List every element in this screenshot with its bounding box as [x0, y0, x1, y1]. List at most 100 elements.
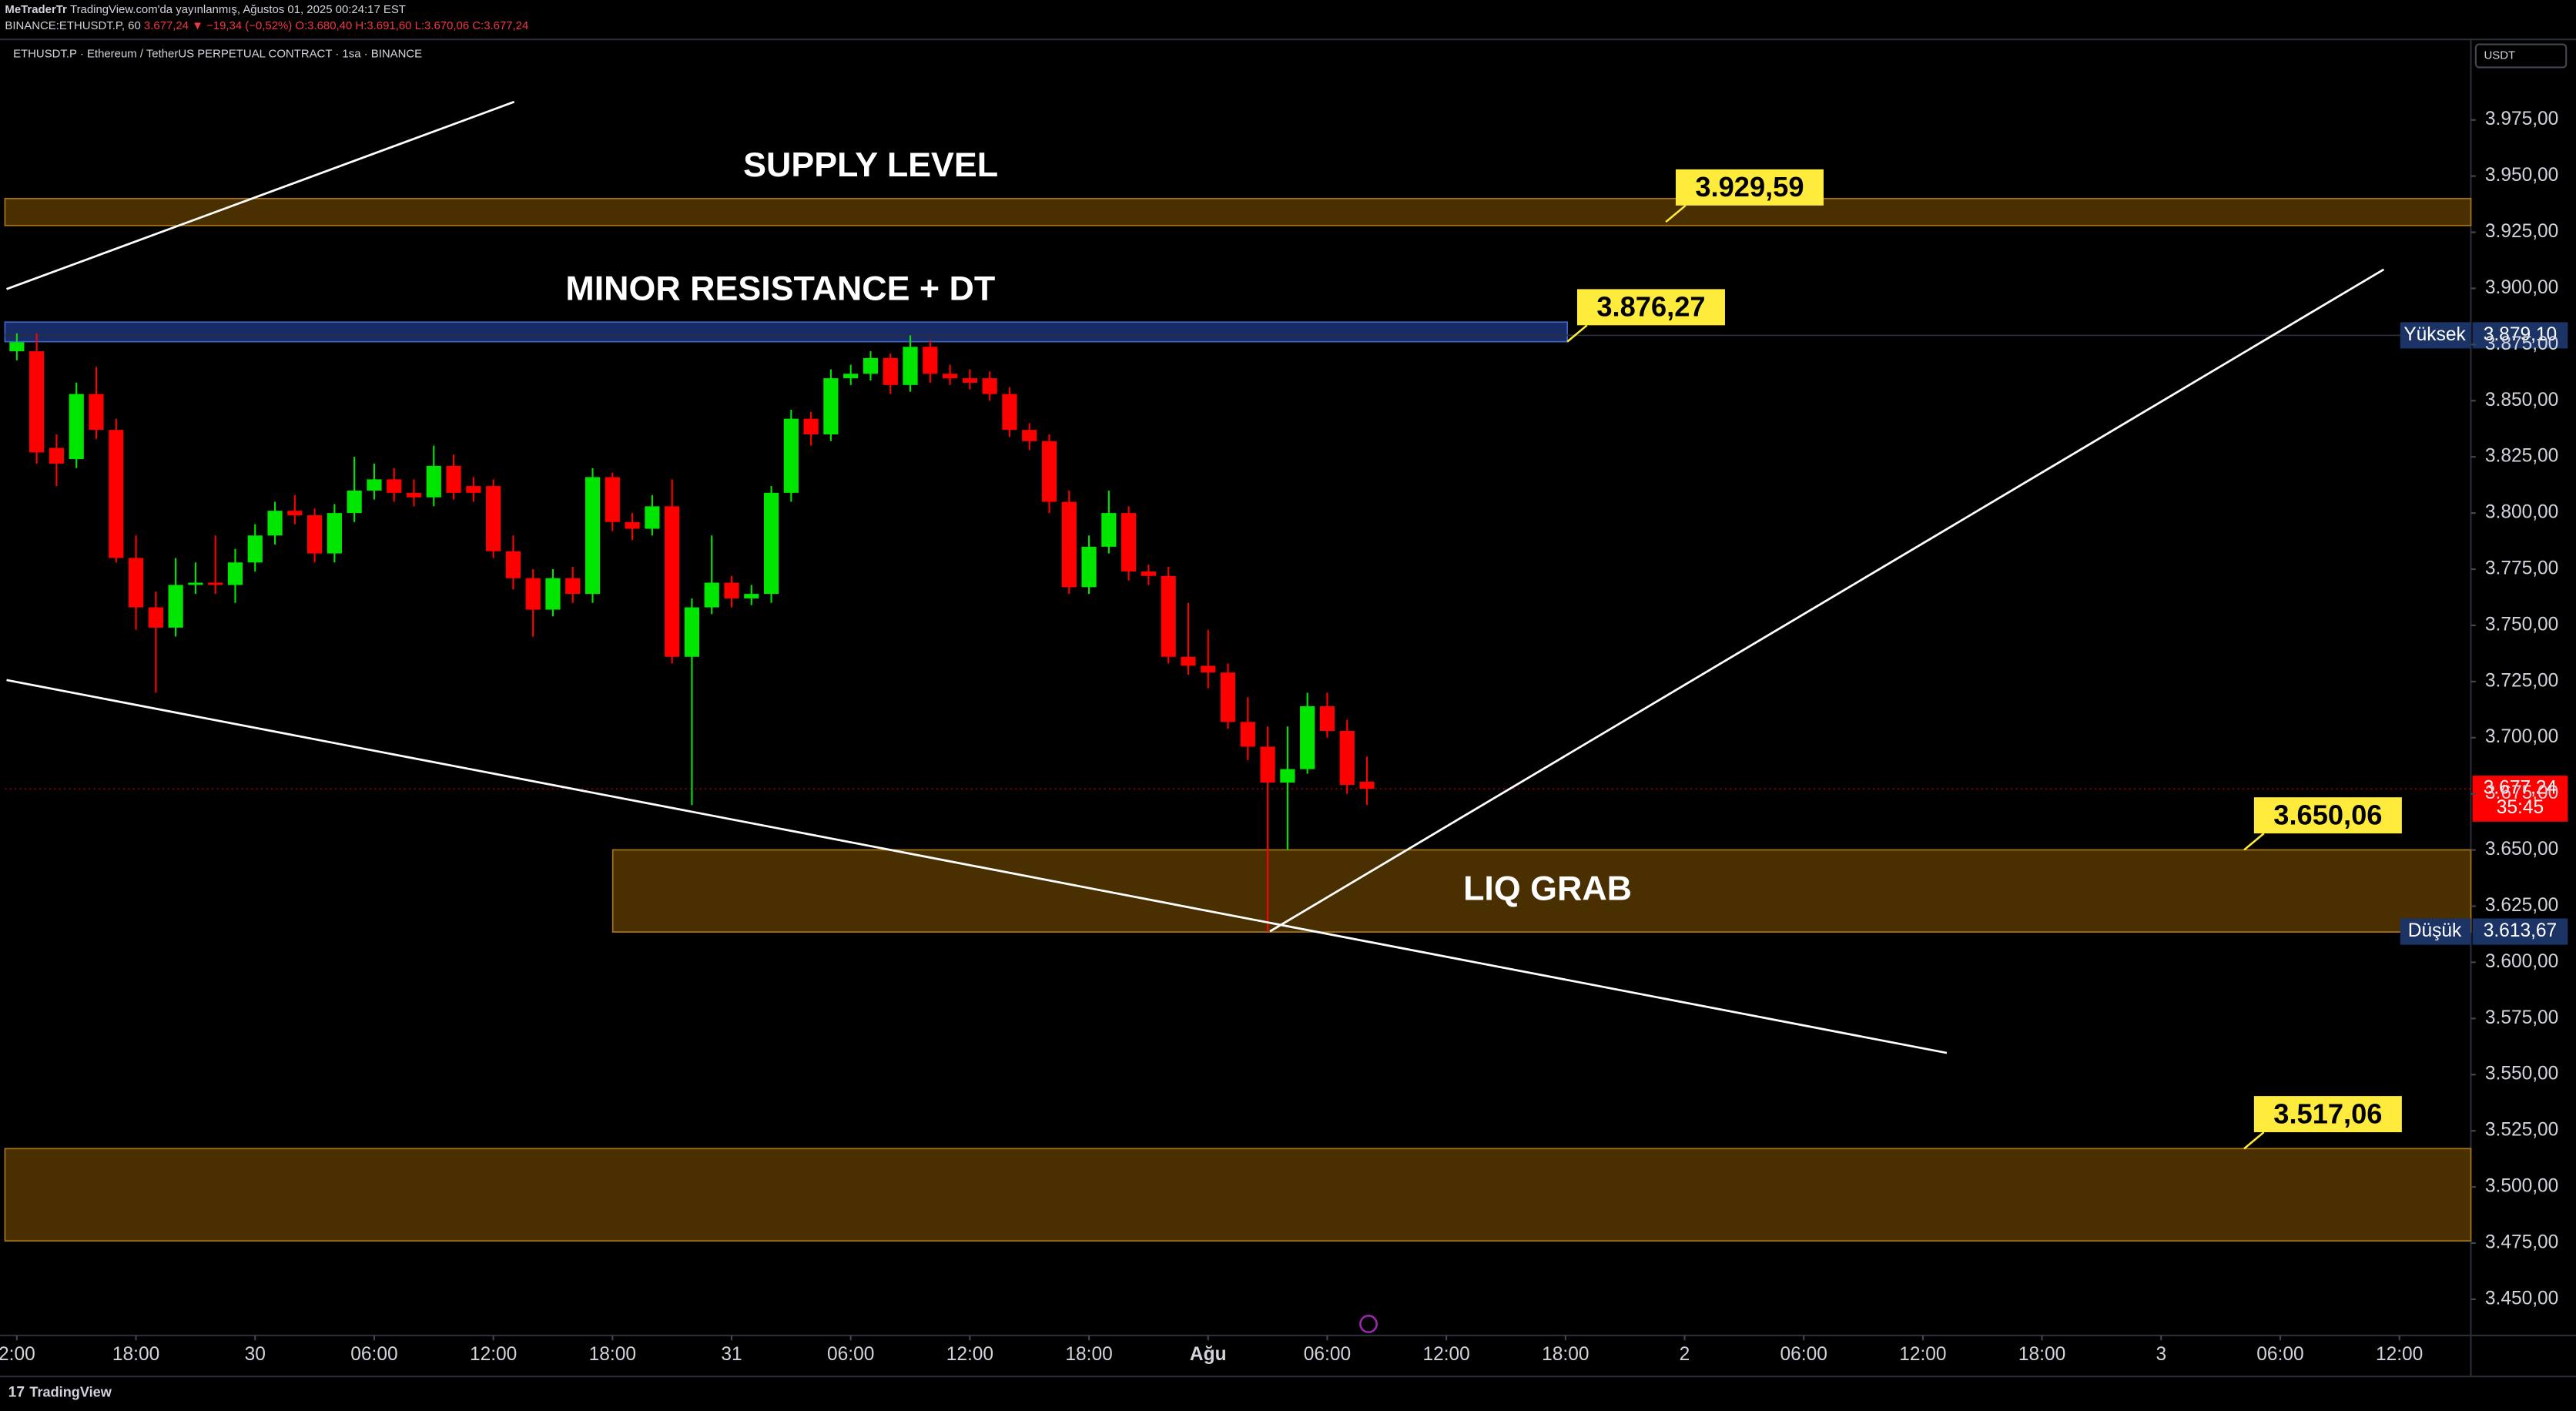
x-tick-label: Ağu — [1190, 1344, 1227, 1365]
candle-body — [347, 490, 362, 514]
x-tick-label: 12:00 — [2376, 1344, 2423, 1365]
candle-body — [763, 492, 779, 595]
zone-label: MINOR RESISTANCE + DT — [565, 270, 995, 308]
y-tick-label: 3.750,00 — [2485, 614, 2558, 635]
y-tick-label: 3.875,00 — [2485, 333, 2558, 354]
trend-lines — [6, 100, 2385, 1054]
candle-body — [49, 447, 65, 464]
candle-body — [1101, 513, 1117, 547]
candle-body — [188, 582, 203, 585]
x-tick-label: 06:00 — [1780, 1344, 1827, 1365]
candle-body — [605, 477, 620, 522]
candle-body — [585, 477, 601, 595]
event-icon[interactable] — [1359, 1315, 1378, 1333]
candle-body — [744, 594, 759, 598]
x-tick-label: 3 — [2156, 1344, 2166, 1365]
candle-body — [803, 418, 819, 435]
candle-body — [863, 357, 879, 374]
y-tick-label: 3.575,00 — [2485, 1007, 2558, 1028]
x-tick-label: 12:00 — [1899, 1344, 1946, 1365]
candle-body — [645, 506, 660, 529]
candle-body — [367, 479, 382, 491]
candle-body — [267, 511, 283, 536]
zone — [4, 1148, 2472, 1242]
candle-body — [446, 465, 461, 493]
candle-body — [1201, 665, 1216, 673]
candle-body — [1041, 441, 1057, 502]
candle-body — [1280, 769, 1295, 783]
x-tick-label: 12:00 — [470, 1344, 517, 1365]
zones: SUPPLY LEVEL MINOR RESISTANCE + DT LIQ GRA… — [4, 146, 2472, 1242]
change: 3.677,24 ▼ −19,34 (−0,52%) — [144, 19, 292, 32]
candle-body — [684, 607, 700, 657]
candle-body — [1220, 672, 1236, 722]
published: TradingView.com'da yayınlanmış, Ağustos … — [70, 3, 406, 16]
price-tag-name: Yüksek — [2403, 324, 2466, 345]
callout-box — [2253, 1096, 2402, 1133]
candle-body — [227, 562, 243, 585]
candle-body — [883, 357, 898, 385]
x-tick-label: 06:00 — [827, 1344, 874, 1365]
currency-box[interactable] — [2474, 43, 2568, 69]
zone — [4, 321, 1569, 343]
candle-body — [982, 378, 997, 394]
callout-label: 3.650,06 — [2273, 799, 2382, 830]
candle-body — [1240, 722, 1255, 747]
callout-pointer — [2243, 833, 2265, 851]
x-tick-label: 18:00 — [2018, 1344, 2065, 1365]
currency: USDT — [2484, 49, 2516, 62]
candle-body — [724, 582, 739, 598]
header-line: MeTraderTr TradingView.com'da yayınlanmı… — [5, 3, 406, 16]
y-tick-label: 3.650,00 — [2485, 839, 2558, 860]
candle-body — [287, 511, 303, 516]
callout-pointer — [1566, 324, 1588, 343]
trend-line[interactable] — [6, 679, 1948, 1054]
candle-body — [486, 486, 501, 551]
footer-logo: 17 — [8, 1385, 25, 1401]
x-tick-label: 18:00 — [1065, 1344, 1112, 1365]
callout-pointer — [2243, 1131, 2265, 1150]
header-line: BINANCE:ETHUSDT.P, 60 3.677,24 ▼ −19,34 … — [5, 19, 528, 32]
candle-body — [406, 492, 422, 498]
candle-body — [1319, 706, 1335, 732]
trend-line[interactable] — [1269, 268, 2385, 933]
candle-body — [903, 347, 918, 385]
callout-label: 3.517,06 — [2273, 1098, 2382, 1129]
zone — [611, 849, 2472, 933]
candle-body — [1022, 430, 1037, 441]
candle-body — [1181, 656, 1196, 666]
price-tag-name-box — [2400, 322, 2471, 349]
y-tick-label: 3.625,00 — [2485, 895, 2558, 916]
callout-box — [2253, 797, 2402, 834]
trend-line[interactable] — [6, 100, 515, 290]
price-tag — [2472, 322, 2568, 349]
candle-body — [545, 578, 561, 610]
candle-body — [665, 506, 680, 657]
zone — [4, 197, 2472, 226]
candle-body — [109, 430, 124, 558]
candle-body — [148, 607, 163, 628]
x-tick-label: 18:00 — [1542, 1344, 1589, 1365]
y-tick-label: 3.825,00 — [2485, 446, 2558, 467]
zone-label: LIQ GRAB — [1463, 870, 1632, 908]
x-tick-label: 06:00 — [1304, 1344, 1351, 1365]
candle-body — [1061, 501, 1077, 588]
candle-body — [625, 521, 640, 529]
price-tag-label: 3.613,67 — [2484, 920, 2557, 941]
price-tag — [2472, 918, 2568, 945]
candle-body — [1339, 731, 1355, 786]
candle-body — [525, 578, 541, 610]
candle-body — [387, 479, 402, 493]
y-tick-label: 3.600,00 — [2485, 951, 2558, 972]
y-tick-label: 3.850,00 — [2485, 390, 2558, 411]
y-tick-label: 3.525,00 — [2485, 1120, 2558, 1141]
y-tick-label: 3.550,00 — [2485, 1064, 2558, 1084]
symbol: BINANCE:ETHUSDT.P, 60 — [5, 19, 140, 32]
countdown: 35:45 — [2497, 797, 2544, 818]
x-tick-label: 30 — [245, 1344, 266, 1365]
price-tag-name: Düşük — [2408, 920, 2462, 941]
y-tick-label: 3.675,00 — [2485, 783, 2558, 803]
x-tick-label: 18:00 — [589, 1344, 636, 1365]
